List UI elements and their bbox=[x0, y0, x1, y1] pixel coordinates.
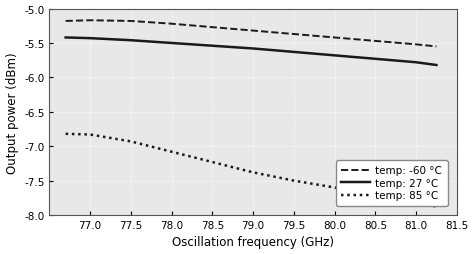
Line: temp: 85 °C: temp: 85 °C bbox=[65, 134, 437, 207]
temp: 27 °C: (77, -5.43): 27 °C: (77, -5.43) bbox=[87, 38, 93, 41]
temp: 85 °C: (79.5, -7.5): 85 °C: (79.5, -7.5) bbox=[291, 179, 297, 182]
temp: -60 °C: (77.5, -5.18): -60 °C: (77.5, -5.18) bbox=[128, 20, 134, 23]
temp: -60 °C: (80.5, -5.47): -60 °C: (80.5, -5.47) bbox=[373, 40, 378, 43]
temp: -60 °C: (81, -5.52): -60 °C: (81, -5.52) bbox=[413, 44, 419, 47]
temp: 27 °C: (80.5, -5.73): 27 °C: (80.5, -5.73) bbox=[373, 58, 378, 61]
X-axis label: Oscillation frequency (GHz): Oscillation frequency (GHz) bbox=[172, 235, 334, 248]
temp: 27 °C: (79.5, -5.63): 27 °C: (79.5, -5.63) bbox=[291, 51, 297, 54]
temp: 85 °C: (77, -6.83): 85 °C: (77, -6.83) bbox=[87, 133, 93, 136]
temp: 27 °C: (81.2, -5.82): 27 °C: (81.2, -5.82) bbox=[434, 64, 439, 67]
temp: -60 °C: (78, -5.22): -60 °C: (78, -5.22) bbox=[169, 23, 174, 26]
temp: 27 °C: (77.5, -5.46): 27 °C: (77.5, -5.46) bbox=[128, 40, 134, 43]
temp: 85 °C: (77.5, -6.93): 85 °C: (77.5, -6.93) bbox=[128, 140, 134, 143]
temp: 27 °C: (78.5, -5.54): 27 °C: (78.5, -5.54) bbox=[210, 45, 215, 48]
temp: 27 °C: (80, -5.68): 27 °C: (80, -5.68) bbox=[332, 55, 337, 58]
temp: -60 °C: (79.5, -5.37): -60 °C: (79.5, -5.37) bbox=[291, 33, 297, 36]
Y-axis label: Output power (dBm): Output power (dBm) bbox=[6, 52, 18, 173]
temp: 85 °C: (78.5, -7.23): 85 °C: (78.5, -7.23) bbox=[210, 161, 215, 164]
Legend: temp: -60 °C, temp: 27 °C, temp: 85 °C: temp: -60 °C, temp: 27 °C, temp: 85 °C bbox=[336, 161, 447, 206]
temp: 85 °C: (76.7, -6.82): 85 °C: (76.7, -6.82) bbox=[63, 133, 68, 136]
temp: 27 °C: (76.7, -5.42): 27 °C: (76.7, -5.42) bbox=[63, 37, 68, 40]
temp: 27 °C: (81, -5.78): 27 °C: (81, -5.78) bbox=[413, 61, 419, 65]
Line: temp: 27 °C: temp: 27 °C bbox=[65, 38, 437, 66]
temp: 85 °C: (78, -7.08): 85 °C: (78, -7.08) bbox=[169, 151, 174, 154]
temp: 27 °C: (78, -5.5): 27 °C: (78, -5.5) bbox=[169, 42, 174, 45]
temp: -60 °C: (81.2, -5.55): -60 °C: (81.2, -5.55) bbox=[434, 46, 439, 49]
temp: 85 °C: (79, -7.38): 85 °C: (79, -7.38) bbox=[250, 171, 256, 174]
temp: -60 °C: (76.7, -5.18): -60 °C: (76.7, -5.18) bbox=[63, 20, 68, 23]
temp: -60 °C: (78.5, -5.27): -60 °C: (78.5, -5.27) bbox=[210, 26, 215, 29]
temp: -60 °C: (80, -5.42): -60 °C: (80, -5.42) bbox=[332, 37, 337, 40]
temp: 85 °C: (81, -7.8): 85 °C: (81, -7.8) bbox=[413, 200, 419, 203]
temp: -60 °C: (77, -5.17): -60 °C: (77, -5.17) bbox=[87, 20, 93, 23]
temp: 27 °C: (79, -5.58): 27 °C: (79, -5.58) bbox=[250, 48, 256, 51]
temp: 85 °C: (81.2, -7.88): 85 °C: (81.2, -7.88) bbox=[434, 205, 439, 209]
temp: -60 °C: (79, -5.32): -60 °C: (79, -5.32) bbox=[250, 30, 256, 33]
Line: temp: -60 °C: temp: -60 °C bbox=[65, 21, 437, 47]
temp: 85 °C: (80, -7.6): 85 °C: (80, -7.6) bbox=[332, 186, 337, 189]
temp: 85 °C: (80.5, -7.7): 85 °C: (80.5, -7.7) bbox=[373, 193, 378, 196]
